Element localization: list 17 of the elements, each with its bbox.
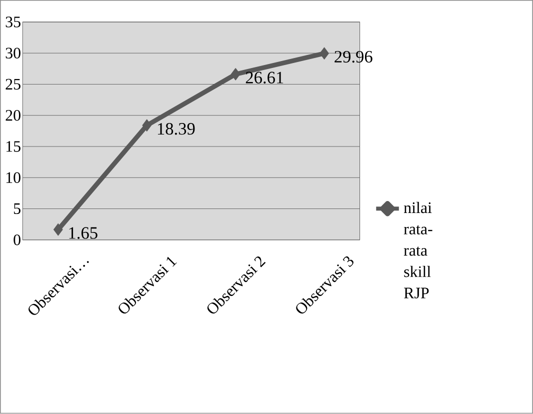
data-label: 1.65 <box>69 227 98 240</box>
y-tick-label: 25 <box>6 78 20 90</box>
y-tick-label: 20 <box>6 110 20 121</box>
data-label: 29.96 <box>334 51 372 63</box>
y-tick-label: 5 <box>14 204 20 214</box>
data-label: 26.61 <box>246 72 284 84</box>
y-tick-label: 15 <box>6 141 20 152</box>
data-label: 18.39 <box>158 123 195 135</box>
y-tick-label: 30 <box>6 48 20 59</box>
y-tick-label: 10 <box>6 172 20 184</box>
point <box>320 47 329 60</box>
legend-label: nilai rata-rata skill RJP <box>404 202 432 299</box>
point <box>53 224 63 236</box>
point <box>230 68 240 80</box>
point <box>142 119 152 132</box>
y-tick-label: 35 <box>6 16 20 28</box>
y-tick-label: 0 <box>14 234 20 246</box>
